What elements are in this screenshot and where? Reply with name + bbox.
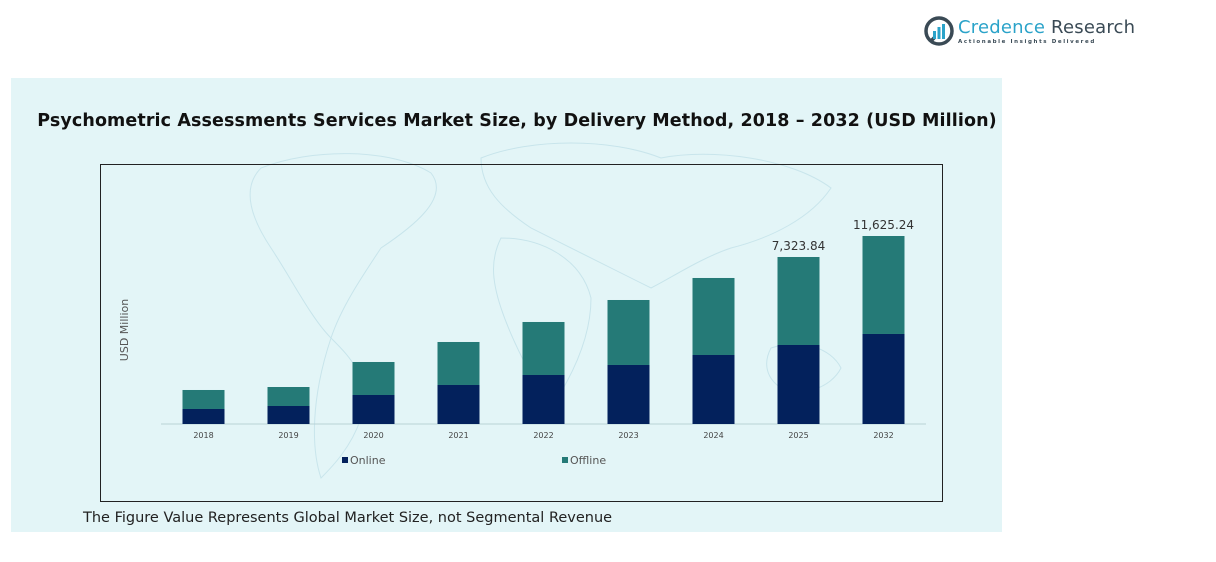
x-tick-label: 2018 — [193, 431, 213, 440]
x-tick-label: 2032 — [873, 431, 893, 440]
bar-online-2024 — [692, 354, 735, 424]
chart-panel: Psychometric Assessments Services Market… — [11, 78, 1002, 532]
bar-online-2023 — [607, 364, 650, 424]
bar-online-2022 — [522, 374, 565, 424]
bar-online-2025 — [777, 345, 820, 424]
brand-name: Credence Research — [958, 16, 1136, 38]
bar-offline-2032 — [862, 236, 905, 334]
bar-offline-2025 — [777, 256, 820, 346]
legend: Online Offline — [342, 454, 606, 467]
bar-offline-2024 — [692, 277, 735, 355]
brand-name-part1: Credence — [958, 16, 1046, 38]
chart-frame: USD Million 2018 2019 2020 2021 2022 2023 2024… — [100, 164, 943, 502]
bar-offline-2021 — [437, 341, 480, 385]
x-tick-label: 2025 — [788, 431, 808, 440]
bar-online-2021 — [437, 384, 480, 424]
logo-chart-icon — [924, 16, 954, 46]
data-label-2032: 11,625.24 — [853, 218, 914, 232]
x-tick-label: 2019 — [278, 431, 298, 440]
x-tick-label: 2022 — [533, 431, 553, 440]
legend-swatch-online — [342, 457, 348, 463]
x-tick-label: 2020 — [363, 431, 383, 440]
bar-online-2019 — [267, 406, 310, 424]
legend-swatch-offline — [562, 457, 568, 463]
footnote: The Figure Value Represents Global Marke… — [83, 510, 613, 526]
legend-label-offline: Offline — [570, 454, 606, 467]
legend-label-online: Online — [350, 454, 386, 467]
x-tick-label: 2021 — [448, 431, 468, 440]
chart-title: Psychometric Assessments Services Market… — [37, 111, 997, 131]
brand-tagline: Actionable Insights Delivered — [958, 38, 1096, 45]
bar-online-2018 — [182, 408, 225, 424]
bar-offline-2018 — [182, 389, 225, 409]
bar-online-2020 — [352, 395, 395, 424]
bar-online-2032 — [862, 333, 905, 424]
bar-offline-2023 — [607, 299, 650, 365]
x-tick-label: 2024 — [703, 431, 723, 440]
x-tick-label: 2023 — [618, 431, 638, 440]
stacked-bar-chart: USD Million 2018 2019 2020 2021 2022 2023 2024… — [118, 218, 926, 467]
bar-offline-2022 — [522, 321, 565, 375]
brand-name-part2: Research — [1045, 16, 1136, 38]
brand-logo: Credence Research Actionable Insights De… — [924, 16, 1135, 46]
y-axis-label: USD Million — [118, 299, 131, 361]
bar-offline-2020 — [352, 361, 395, 396]
bar-offline-2019 — [267, 386, 310, 407]
data-label-2025: 7,323.84 — [772, 239, 825, 253]
